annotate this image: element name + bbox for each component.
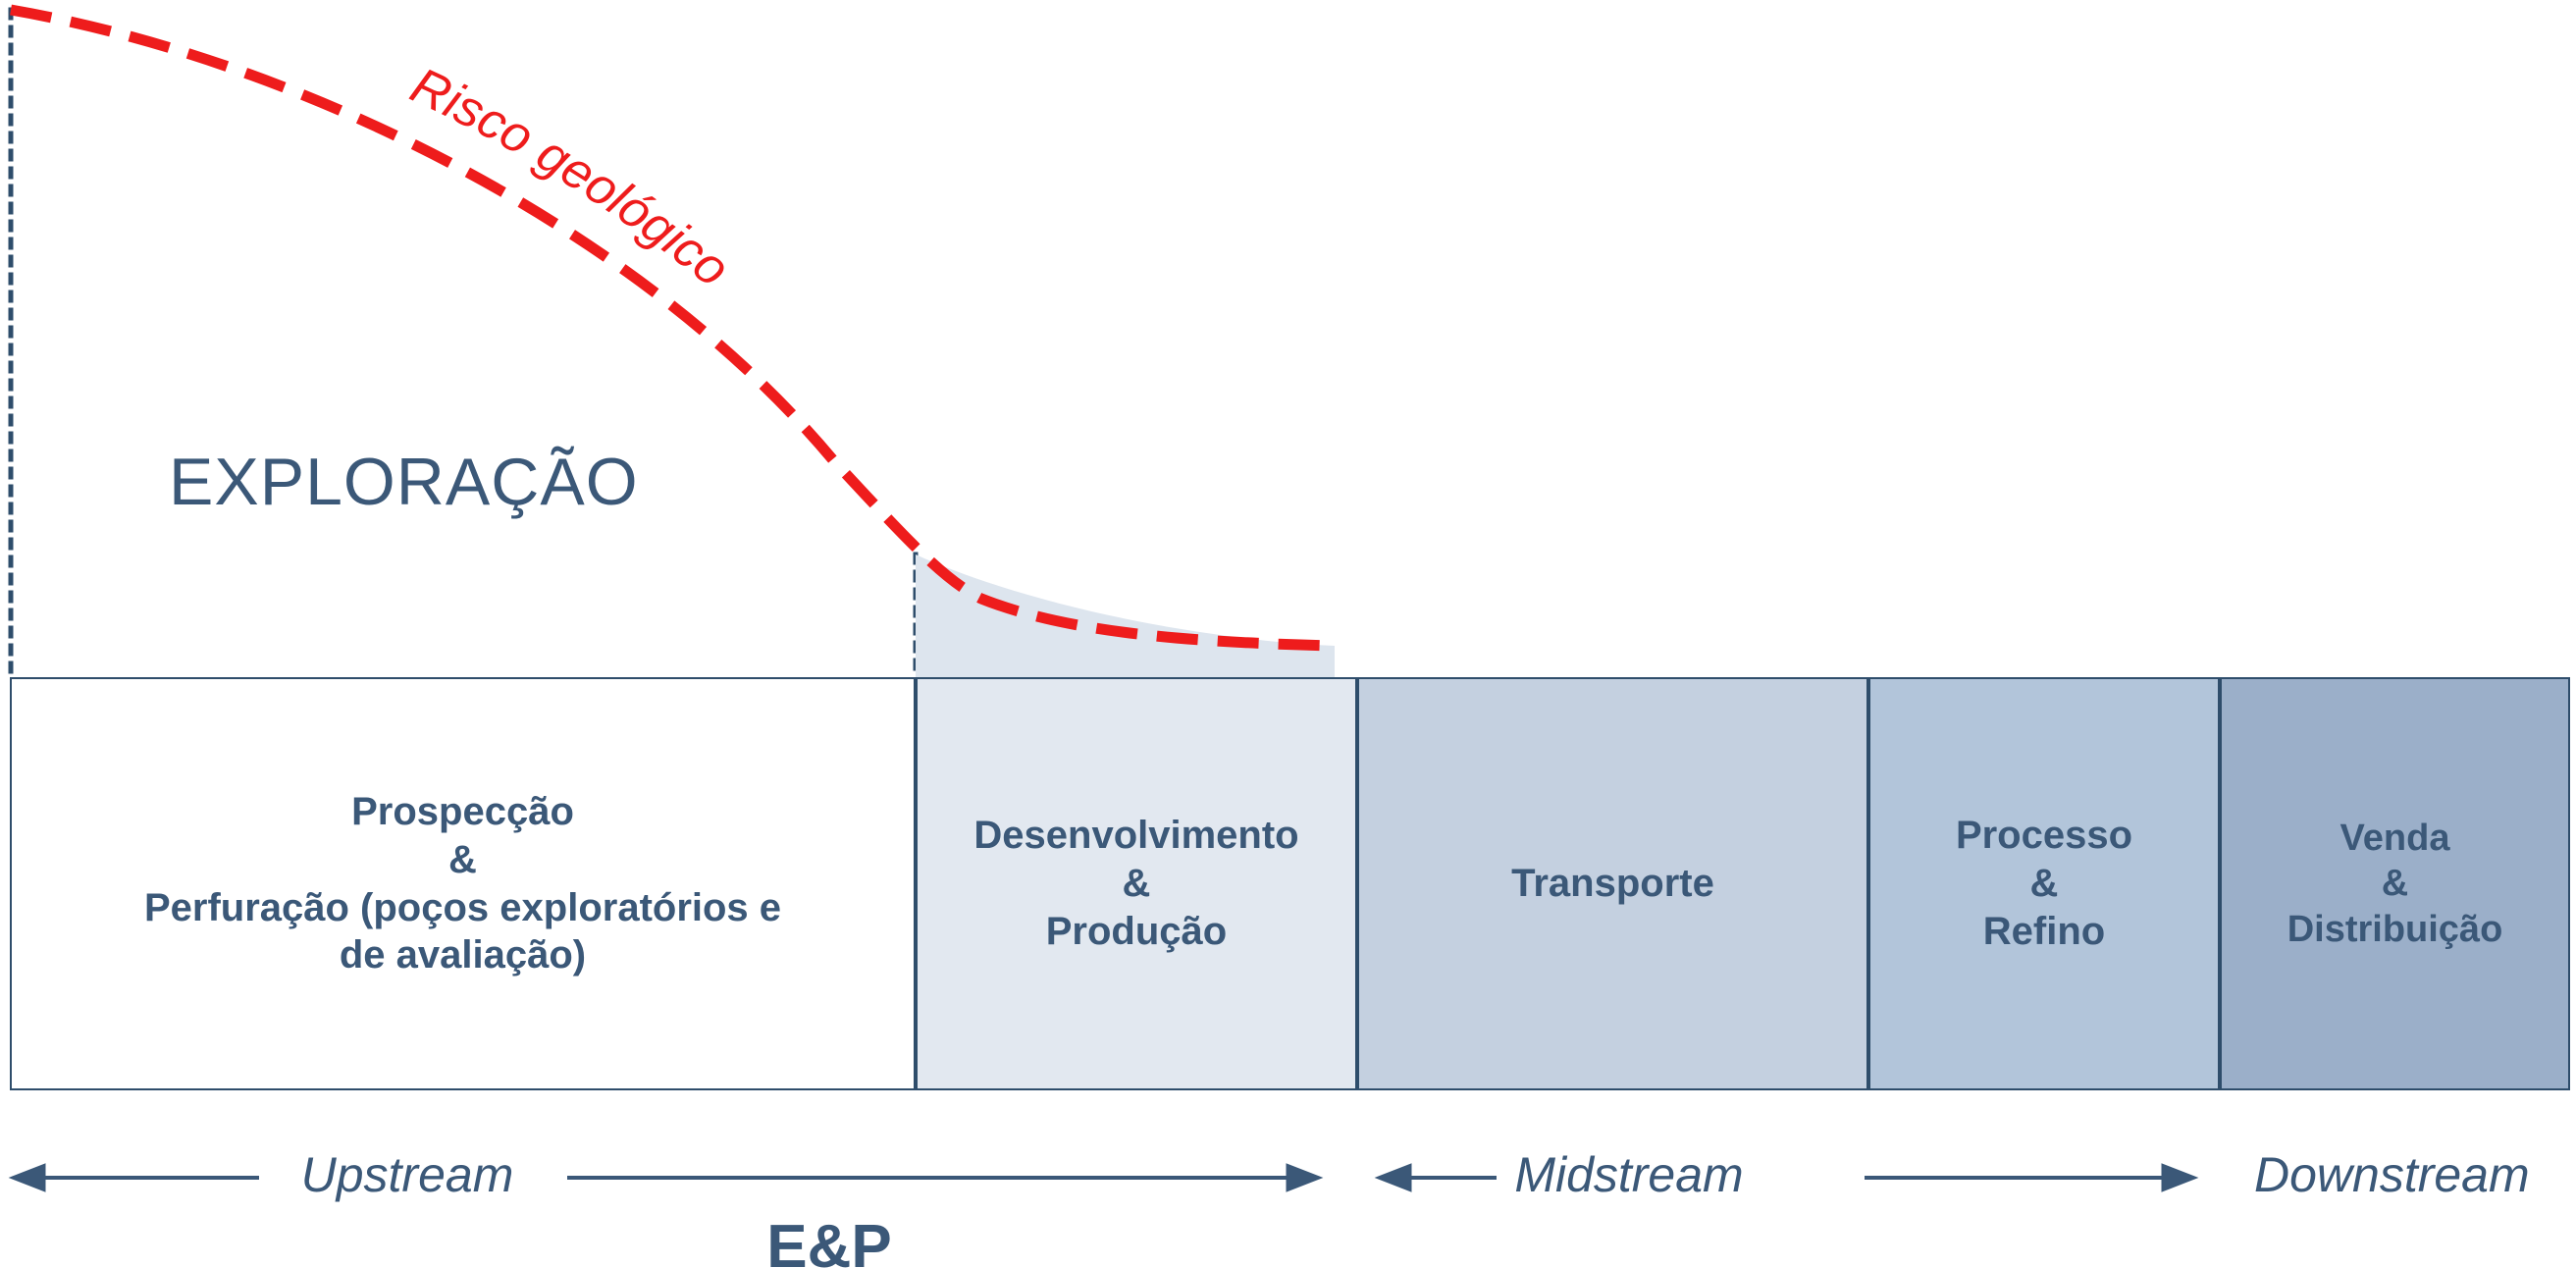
svg-text:Risco geológico: Risco geológico <box>402 57 740 298</box>
